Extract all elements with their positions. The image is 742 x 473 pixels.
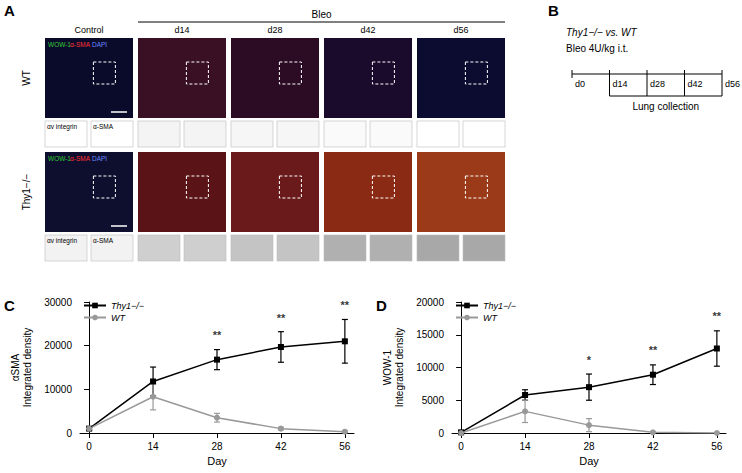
svg-text:αSMA: αSMA — [10, 353, 21, 381]
svg-text:*: * — [587, 354, 592, 366]
svg-text:α-SMA: α-SMA — [70, 155, 91, 162]
svg-text:42: 42 — [275, 441, 287, 452]
svg-text:30000: 30000 — [44, 297, 72, 308]
svg-text:WOW-1: WOW-1 — [382, 349, 393, 385]
svg-text:20000: 20000 — [44, 340, 72, 351]
svg-text:56: 56 — [339, 441, 351, 452]
svg-text:**: ** — [713, 310, 722, 322]
svg-text:B: B — [548, 2, 559, 19]
svg-text:56: 56 — [711, 441, 723, 452]
svg-text:DAPI: DAPI — [92, 41, 107, 48]
svg-text:WOW-1: WOW-1 — [48, 41, 71, 48]
svg-text:0: 0 — [438, 428, 444, 439]
svg-text:d28: d28 — [267, 25, 282, 35]
svg-text:Thy1−/− vs. WT: Thy1−/− vs. WT — [566, 27, 637, 38]
svg-text:Bleo: Bleo — [311, 9, 331, 20]
svg-text:**: ** — [277, 312, 286, 324]
svg-text:D: D — [376, 297, 387, 314]
svg-text:αv integrin: αv integrin — [47, 237, 78, 245]
svg-text:d56: d56 — [725, 79, 740, 89]
svg-text:WT: WT — [111, 313, 126, 323]
svg-text:20000: 20000 — [416, 297, 444, 308]
svg-text:Thy1−/−: Thy1−/− — [21, 174, 32, 211]
svg-text:Control: Control — [74, 25, 103, 35]
svg-text:Integrated density: Integrated density — [22, 328, 33, 408]
svg-text:**: ** — [649, 344, 658, 356]
svg-text:DAPI: DAPI — [92, 155, 107, 162]
svg-text:Thy1−/−: Thy1−/− — [111, 301, 144, 311]
svg-text:Day: Day — [207, 455, 227, 467]
svg-text:0: 0 — [458, 441, 464, 452]
svg-text:**: ** — [341, 299, 350, 311]
svg-text:WT: WT — [21, 70, 32, 86]
svg-text:14: 14 — [520, 441, 532, 452]
svg-text:0: 0 — [86, 441, 92, 452]
svg-text:d56: d56 — [453, 25, 468, 35]
svg-text:5000: 5000 — [422, 395, 445, 406]
svg-text:Lung collection: Lung collection — [632, 101, 699, 112]
svg-text:Integrated density: Integrated density — [394, 328, 405, 408]
svg-text:WT: WT — [483, 313, 498, 323]
svg-text:αv integrin: αv integrin — [47, 123, 78, 131]
svg-text:0: 0 — [66, 428, 72, 439]
svg-text:28: 28 — [211, 441, 223, 452]
svg-text:d28: d28 — [650, 79, 665, 89]
svg-text:WOW-1: WOW-1 — [48, 155, 71, 162]
svg-text:A: A — [4, 2, 15, 19]
svg-text:d0: d0 — [575, 79, 585, 89]
svg-text:42: 42 — [647, 441, 659, 452]
svg-text:d14: d14 — [613, 79, 628, 89]
svg-text:28: 28 — [583, 441, 595, 452]
svg-text:d42: d42 — [360, 25, 375, 35]
svg-text:15000: 15000 — [416, 329, 444, 340]
svg-text:C: C — [4, 297, 15, 314]
svg-text:d42: d42 — [688, 79, 703, 89]
svg-text:α-SMA: α-SMA — [70, 41, 91, 48]
svg-text:**: ** — [213, 329, 222, 341]
svg-text:d14: d14 — [174, 25, 189, 35]
svg-text:α-SMA: α-SMA — [93, 237, 114, 244]
svg-text:Thy1−/−: Thy1−/− — [483, 301, 516, 311]
svg-text:Bleo 4U/kg i.t.: Bleo 4U/kg i.t. — [566, 43, 628, 54]
svg-text:α-SMA: α-SMA — [93, 123, 114, 130]
svg-text:10000: 10000 — [44, 384, 72, 395]
svg-text:14: 14 — [148, 441, 160, 452]
svg-text:Day: Day — [579, 455, 599, 467]
svg-text:10000: 10000 — [416, 362, 444, 373]
